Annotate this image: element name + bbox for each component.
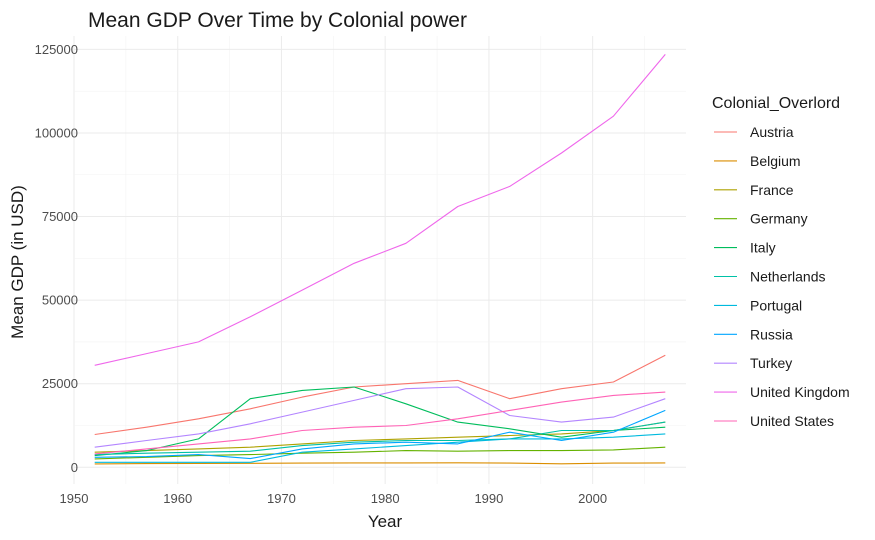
series-line-germany bbox=[94, 446, 666, 460]
y-tick-label: 75000 bbox=[42, 209, 78, 224]
legend-label-france: France bbox=[750, 182, 794, 198]
series-layer bbox=[94, 54, 666, 465]
legend-title: Colonial_Overlord bbox=[712, 95, 840, 112]
y-axis-ticks: 0 25000 50000 75000 100000 125000 bbox=[35, 42, 78, 475]
series-line-united-states bbox=[94, 391, 666, 455]
x-tick-label: 1960 bbox=[163, 491, 192, 506]
x-tick-label: 2000 bbox=[578, 491, 607, 506]
x-tick-label: 1980 bbox=[371, 491, 400, 506]
y-tick-label: 0 bbox=[71, 460, 78, 475]
y-axis-title: Mean GDP (in USD) bbox=[8, 185, 27, 339]
x-tick-label: 1990 bbox=[474, 491, 503, 506]
series-line-portugal bbox=[94, 433, 666, 463]
y-tick-label: 50000 bbox=[42, 293, 78, 308]
series-line-belgium bbox=[94, 462, 666, 465]
y-tick-label: 25000 bbox=[42, 376, 78, 391]
legend-items: Austria Belgium France Germany Italy Netherla… bbox=[714, 124, 850, 429]
legend-label-italy: Italy bbox=[750, 240, 776, 256]
legend-label-austria: Austria bbox=[750, 124, 794, 140]
x-tick-label: 1950 bbox=[60, 491, 89, 506]
legend-label-russia: Russia bbox=[750, 326, 793, 342]
legend-label-turkey: Turkey bbox=[750, 355, 792, 371]
x-axis-title: Year bbox=[368, 512, 403, 531]
legend-label-germany: Germany bbox=[750, 211, 808, 227]
x-tick-label: 1970 bbox=[267, 491, 296, 506]
series-line-russia bbox=[94, 409, 666, 460]
series-line-italy bbox=[94, 386, 666, 457]
gridlines bbox=[73, 36, 686, 484]
y-tick-label: 100000 bbox=[35, 125, 78, 140]
series-line-turkey bbox=[94, 386, 666, 448]
y-tick-label: 125000 bbox=[35, 42, 78, 57]
chart-title: Mean GDP Over Time by Colonial power bbox=[88, 9, 467, 32]
legend-label-united-kingdom: United Kingdom bbox=[750, 384, 850, 400]
series-line-austria bbox=[94, 354, 666, 436]
legend-label-united-states: United States bbox=[750, 413, 834, 429]
legend-label-portugal: Portugal bbox=[750, 297, 802, 313]
legend-label-belgium: Belgium bbox=[750, 153, 801, 169]
legend-label-netherlands: Netherlands bbox=[750, 269, 826, 285]
legend: Colonial_Overlord Austria Belgium France Ge… bbox=[712, 95, 850, 429]
series-line-united-kingdom bbox=[94, 54, 666, 366]
x-axis-ticks: 1950 1960 1970 1980 1990 2000 bbox=[60, 491, 608, 506]
series-line-netherlands bbox=[94, 421, 666, 456]
series-line-france bbox=[94, 421, 666, 453]
